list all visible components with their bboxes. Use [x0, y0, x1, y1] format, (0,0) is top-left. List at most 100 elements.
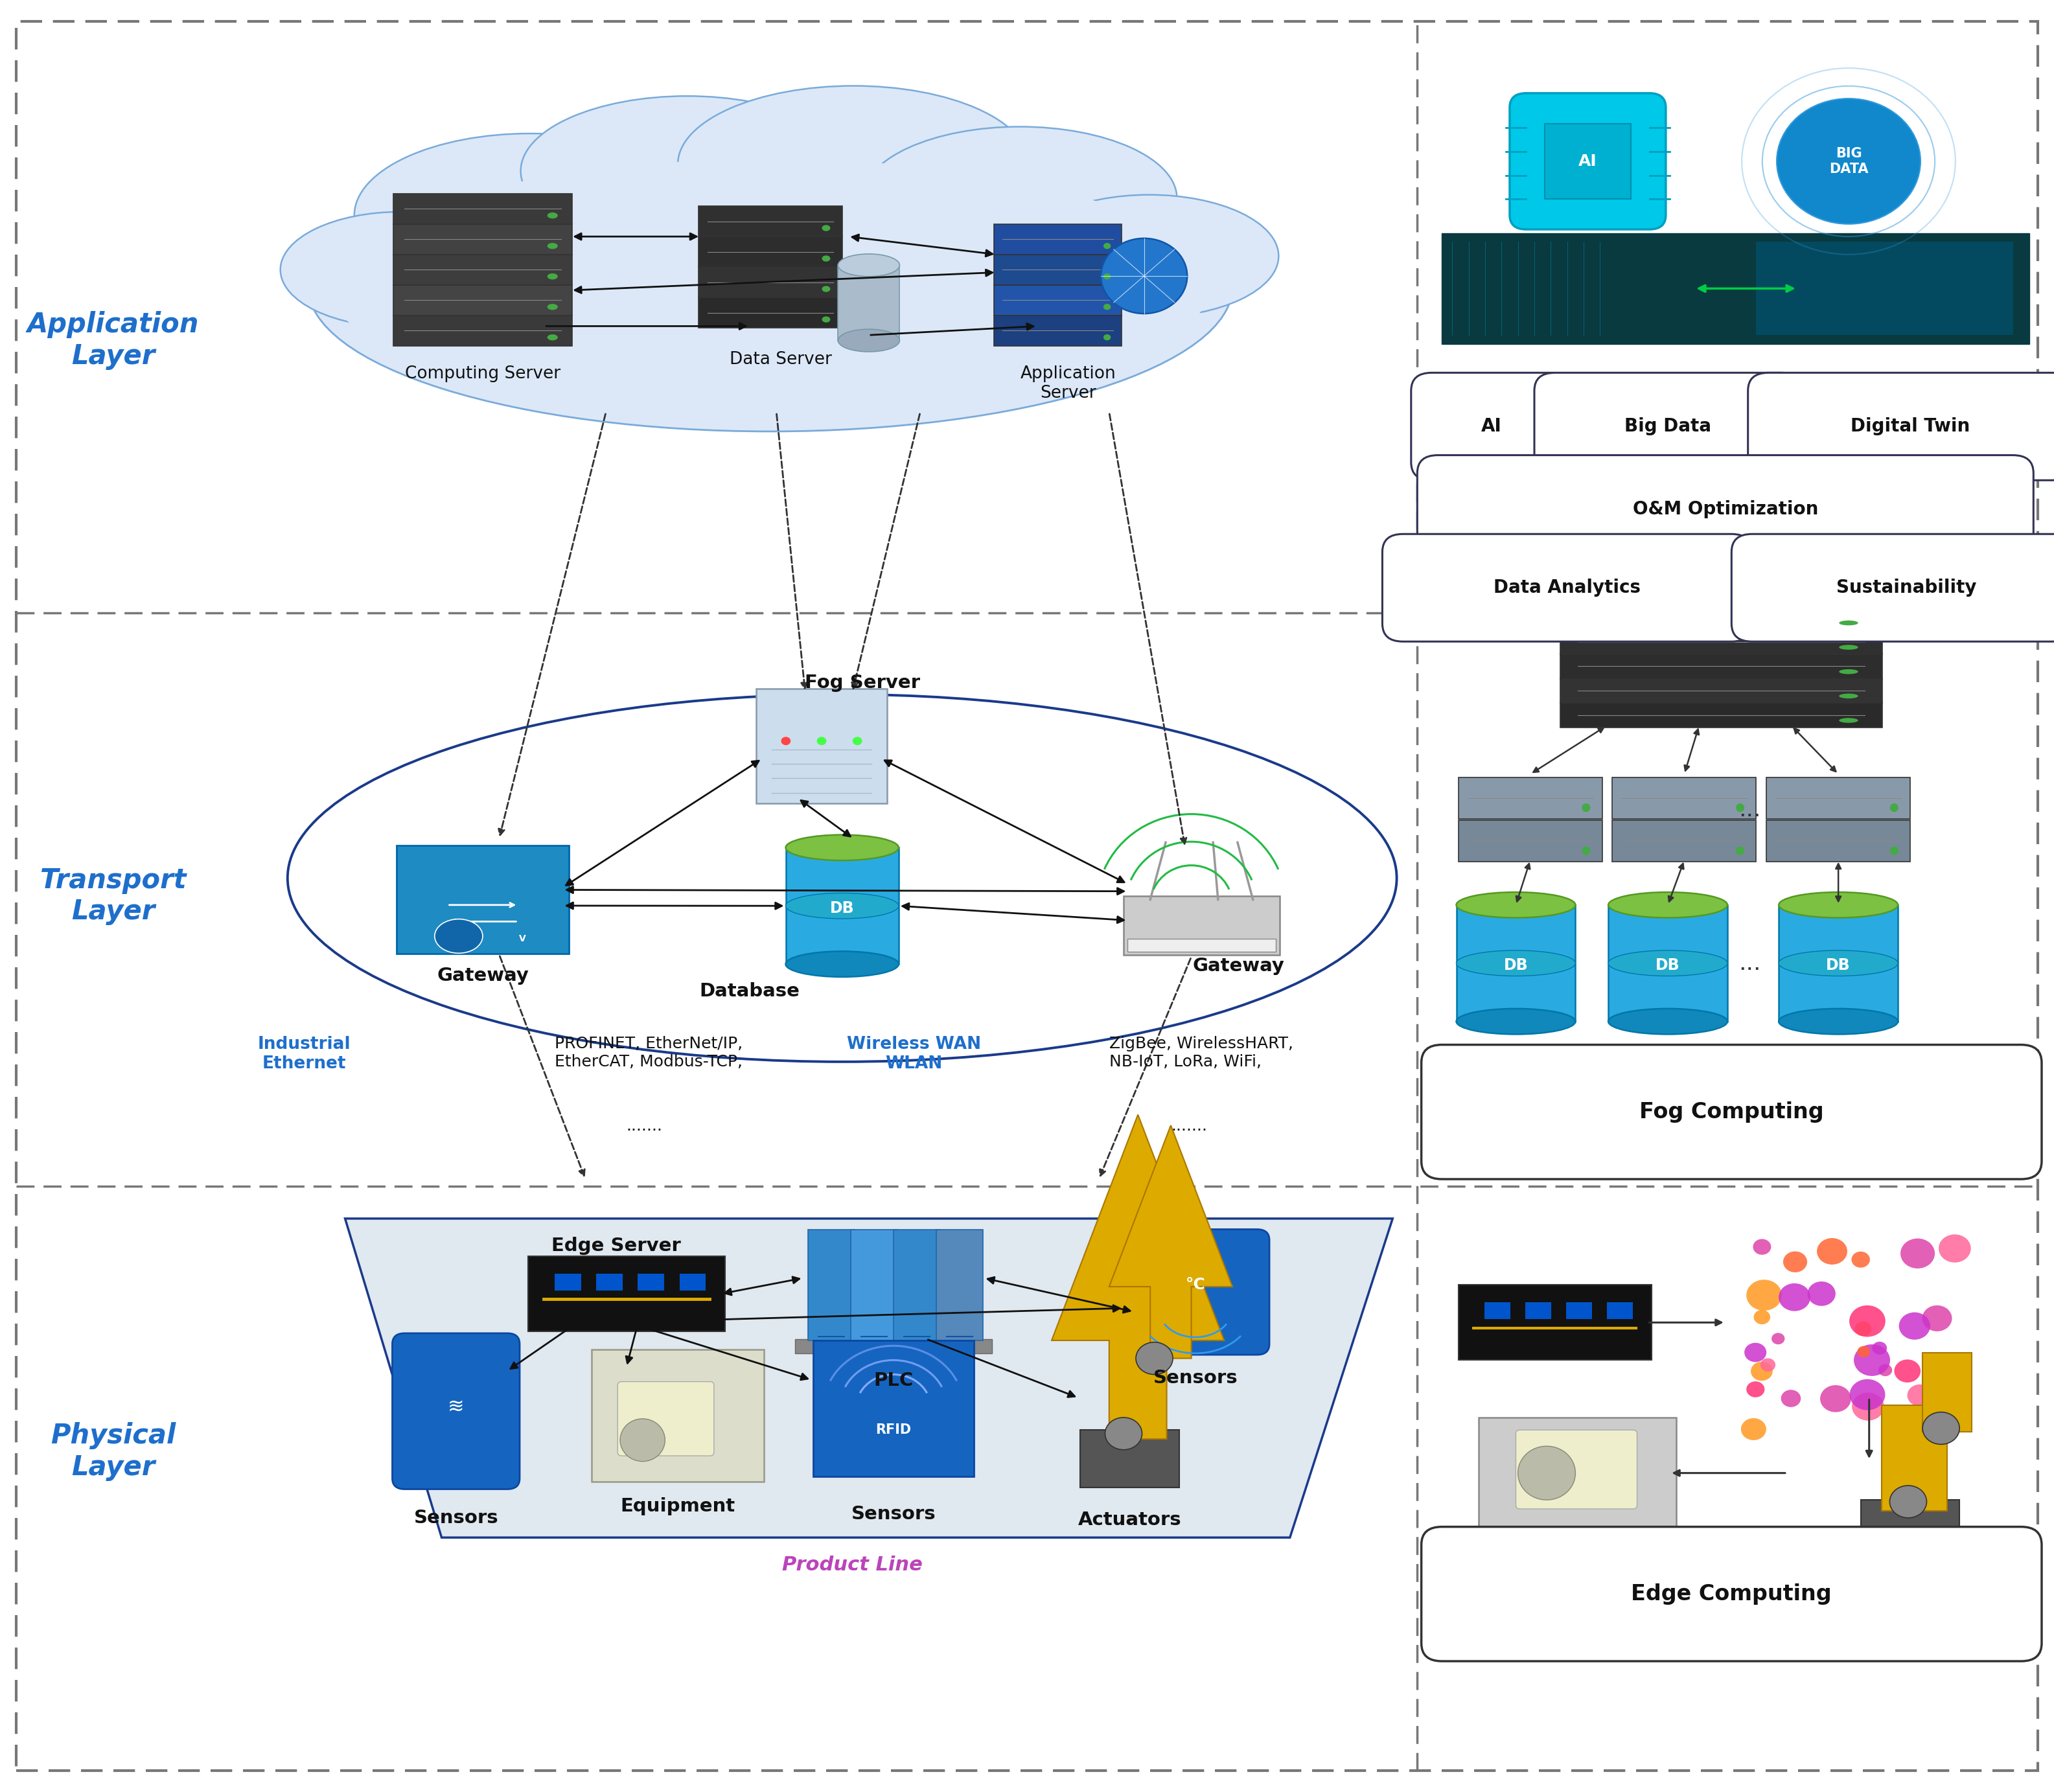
Ellipse shape	[1939, 1235, 1972, 1263]
FancyBboxPatch shape	[1442, 233, 2029, 344]
FancyBboxPatch shape	[1561, 606, 1881, 631]
Text: Actuators: Actuators	[1078, 1511, 1181, 1529]
FancyBboxPatch shape	[838, 265, 900, 340]
FancyBboxPatch shape	[1565, 1303, 1592, 1319]
FancyBboxPatch shape	[1881, 1405, 1947, 1511]
FancyBboxPatch shape	[994, 254, 1121, 285]
Text: ZigBee, WirelessHART,
NB-IoT, LoRa, WiFi,: ZigBee, WirelessHART, NB-IoT, LoRa, WiFi…	[1109, 1036, 1294, 1070]
FancyBboxPatch shape	[392, 1333, 520, 1489]
FancyBboxPatch shape	[1128, 939, 1276, 952]
Ellipse shape	[1456, 892, 1575, 918]
FancyBboxPatch shape	[1606, 1303, 1633, 1319]
Ellipse shape	[1752, 1238, 1771, 1254]
Ellipse shape	[1890, 1486, 1927, 1518]
Text: PLC: PLC	[873, 1371, 914, 1389]
FancyArrow shape	[1052, 1115, 1224, 1439]
FancyBboxPatch shape	[1561, 629, 1881, 654]
FancyBboxPatch shape	[394, 224, 571, 254]
Text: DB: DB	[830, 900, 854, 916]
Ellipse shape	[1021, 195, 1278, 317]
Ellipse shape	[1838, 645, 1859, 650]
FancyBboxPatch shape	[1421, 1045, 2042, 1179]
FancyBboxPatch shape	[994, 315, 1121, 346]
Ellipse shape	[546, 213, 559, 219]
Ellipse shape	[785, 952, 898, 977]
FancyBboxPatch shape	[1756, 242, 2013, 335]
FancyBboxPatch shape	[592, 1349, 764, 1482]
FancyBboxPatch shape	[1124, 896, 1280, 955]
Ellipse shape	[546, 305, 559, 310]
Text: Database: Database	[700, 982, 799, 1000]
Ellipse shape	[1771, 1333, 1785, 1344]
Text: Gateway: Gateway	[1193, 957, 1284, 975]
Ellipse shape	[1750, 1362, 1773, 1382]
FancyBboxPatch shape	[1421, 1527, 2042, 1661]
Ellipse shape	[1103, 305, 1111, 310]
Ellipse shape	[279, 211, 522, 328]
Ellipse shape	[822, 287, 830, 292]
Ellipse shape	[522, 97, 854, 246]
Ellipse shape	[838, 330, 900, 351]
Ellipse shape	[331, 159, 1210, 414]
Ellipse shape	[1849, 1305, 1886, 1337]
Text: Sustainability: Sustainability	[1836, 579, 1976, 597]
Text: Application
Layer: Application Layer	[27, 312, 199, 369]
FancyBboxPatch shape	[698, 206, 842, 237]
Text: Sensors: Sensors	[850, 1505, 937, 1523]
Ellipse shape	[1781, 1391, 1801, 1407]
Ellipse shape	[1779, 892, 1898, 918]
Ellipse shape	[1582, 846, 1590, 855]
FancyBboxPatch shape	[394, 254, 571, 285]
Text: Wireless WAN
WLAN: Wireless WAN WLAN	[846, 1036, 982, 1072]
Ellipse shape	[1849, 1380, 1886, 1410]
Ellipse shape	[1608, 892, 1727, 918]
Ellipse shape	[1853, 1392, 1884, 1421]
FancyBboxPatch shape	[1608, 905, 1727, 1021]
FancyBboxPatch shape	[1534, 373, 1801, 480]
Ellipse shape	[1136, 1342, 1173, 1374]
FancyBboxPatch shape	[1485, 1303, 1510, 1319]
FancyBboxPatch shape	[394, 285, 571, 315]
FancyBboxPatch shape	[813, 1340, 974, 1477]
Ellipse shape	[435, 919, 483, 953]
FancyBboxPatch shape	[1458, 1285, 1651, 1360]
Text: Edge Computing: Edge Computing	[1631, 1584, 1832, 1604]
FancyBboxPatch shape	[1849, 1550, 1972, 1572]
Ellipse shape	[1608, 1009, 1727, 1034]
Text: O&M Optimization: O&M Optimization	[1633, 500, 1818, 518]
FancyBboxPatch shape	[1458, 821, 1602, 862]
Text: Data Server: Data Server	[729, 351, 832, 367]
Ellipse shape	[1838, 719, 1859, 722]
FancyBboxPatch shape	[528, 1256, 725, 1331]
Ellipse shape	[1779, 950, 1898, 977]
Text: Data Analytics: Data Analytics	[1493, 579, 1641, 597]
FancyBboxPatch shape	[1516, 1430, 1637, 1509]
Text: °C: °C	[1185, 1278, 1206, 1292]
FancyBboxPatch shape	[618, 1382, 715, 1455]
Ellipse shape	[678, 86, 1029, 242]
Ellipse shape	[1779, 1009, 1898, 1034]
Ellipse shape	[1736, 803, 1744, 812]
FancyBboxPatch shape	[396, 846, 569, 953]
FancyBboxPatch shape	[1612, 778, 1756, 819]
Text: Computing Server: Computing Server	[405, 366, 561, 382]
Ellipse shape	[355, 133, 707, 297]
Ellipse shape	[785, 835, 898, 860]
Ellipse shape	[1105, 1417, 1142, 1450]
FancyBboxPatch shape	[1411, 373, 1571, 480]
FancyBboxPatch shape	[698, 297, 842, 328]
Text: PROFINET, EtherNet/IP,
EtherCAT, Modbus-TCP,: PROFINET, EtherNet/IP, EtherCAT, Modbus-…	[555, 1036, 744, 1070]
Ellipse shape	[1456, 950, 1575, 977]
FancyBboxPatch shape	[555, 1274, 581, 1290]
Ellipse shape	[1456, 1009, 1575, 1034]
Ellipse shape	[1923, 1305, 1951, 1331]
Ellipse shape	[1855, 1344, 1890, 1376]
Ellipse shape	[838, 254, 900, 276]
Text: Sensors: Sensors	[1152, 1369, 1239, 1387]
Ellipse shape	[1746, 1382, 1764, 1398]
Text: V: V	[520, 934, 526, 943]
FancyBboxPatch shape	[850, 1229, 898, 1340]
Text: DB: DB	[1504, 957, 1528, 973]
Text: AI: AI	[1481, 418, 1501, 435]
FancyBboxPatch shape	[1382, 534, 1752, 642]
